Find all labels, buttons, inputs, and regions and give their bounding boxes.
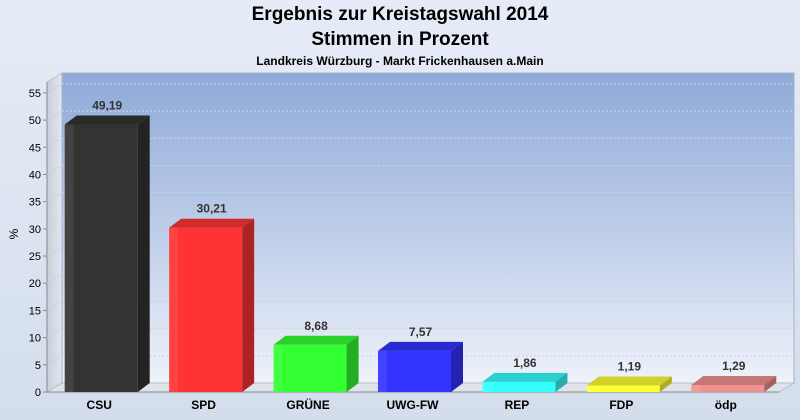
chart-subtitle: Stimmen in Prozent <box>311 29 489 50</box>
y-tick-label: 30 <box>29 224 41 236</box>
bar-csu <box>64 115 150 393</box>
bar-front <box>378 350 451 392</box>
bar-grüne <box>273 335 359 392</box>
bar-side <box>346 335 359 392</box>
gridline-side <box>46 273 63 284</box>
bar-side <box>451 341 463 392</box>
bar-uwg-fw <box>378 341 463 392</box>
gridline-side <box>46 137 63 148</box>
bar-side <box>242 218 255 392</box>
x-tick-label: REP <box>505 398 530 412</box>
bar-top <box>64 115 150 125</box>
y-tick-label: 10 <box>29 333 41 345</box>
gridline-side <box>46 165 63 175</box>
chart-region: Landkreis Würzburg - Markt Frickenhausen… <box>256 54 544 68</box>
bar-front <box>482 381 556 392</box>
bar-highlight <box>273 344 283 392</box>
bar-top <box>691 375 777 385</box>
bar-front <box>64 124 138 393</box>
gridline-side <box>46 192 63 203</box>
bar-side <box>764 375 777 392</box>
y-tick-label: 5 <box>35 360 41 372</box>
bar-highlight <box>482 381 492 392</box>
bar-ödp <box>691 375 777 392</box>
plot-side-wall <box>46 72 63 393</box>
bar-top <box>378 341 463 351</box>
y-tick-label: 25 <box>29 251 41 263</box>
bar-side <box>555 372 568 392</box>
bar-highlight <box>691 384 701 392</box>
chart-title: Ergebnis zur Kreistagswahl 2014 <box>251 4 549 25</box>
y-tick-label: 55 <box>29 88 41 100</box>
bar-spd <box>169 218 255 392</box>
bar-value-label: 49,19 <box>92 98 122 112</box>
y-tick-label: 35 <box>29 197 41 209</box>
x-tick-label: FDP <box>609 398 633 412</box>
bar-value-label: 30,21 <box>197 202 227 216</box>
bar-fdp <box>586 376 672 392</box>
bar-highlight <box>169 227 178 392</box>
bar-top <box>482 372 568 382</box>
y-tick-label: 20 <box>29 278 41 290</box>
bar-value-label: 7,57 <box>409 325 433 339</box>
bar-top <box>169 218 255 228</box>
y-axis-label: % <box>7 228 21 239</box>
bar-highlight <box>64 124 74 393</box>
bar-value-label: 1,29 <box>722 359 746 373</box>
gridline-side <box>46 328 63 339</box>
y-tick-label: 15 <box>29 305 41 317</box>
bar-front <box>169 227 243 392</box>
x-tick-label: UWG-FW <box>387 398 440 412</box>
gridline-side <box>46 355 63 366</box>
y-tick-label: 45 <box>29 142 41 154</box>
bar-value-label: 8,68 <box>304 319 328 333</box>
y-tick-label: 40 <box>29 169 41 181</box>
gridline-side <box>46 110 63 121</box>
bar-top <box>586 376 672 386</box>
bar-top <box>273 335 359 345</box>
gridline-side <box>46 300 63 311</box>
bar-side <box>137 115 150 393</box>
bar-highlight <box>378 350 387 392</box>
x-tick-label: GRÜNE <box>286 397 329 412</box>
x-tick-label: SPD <box>191 398 216 412</box>
bar-value-label: 1,86 <box>513 356 537 370</box>
gridline-side <box>46 219 63 230</box>
bar-rep <box>482 372 568 392</box>
x-tick-label: ödp <box>715 398 737 412</box>
bar-highlight <box>586 385 596 392</box>
bar-value-label: 1,19 <box>618 360 642 374</box>
x-tick-label: CSU <box>87 398 112 412</box>
y-tick-label: 0 <box>35 387 41 399</box>
y-tick-label: 50 <box>29 115 41 127</box>
bar-front <box>586 385 660 392</box>
bar-front <box>691 384 765 392</box>
bar-front <box>273 344 347 392</box>
gridline-side <box>46 246 63 257</box>
bar-side <box>659 376 672 392</box>
gridline-side <box>46 83 63 94</box>
